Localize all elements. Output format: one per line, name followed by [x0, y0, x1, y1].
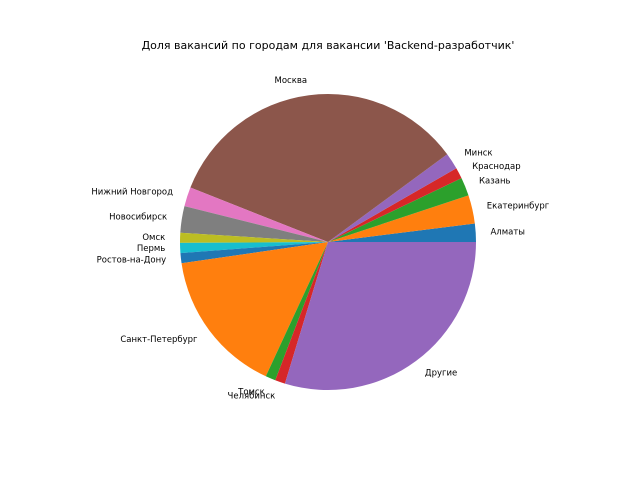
pie-label-ростов-на-дону: Ростов-на-Дону: [97, 255, 167, 265]
pie-label-омск: Омск: [142, 233, 165, 243]
pie-label-санкт-петербург: Санкт-Петербург: [120, 335, 198, 345]
pie-label-новосибирск: Новосибирск: [109, 213, 167, 223]
pie-slice-омск: [179, 232, 328, 243]
pie-slice-новосибирск: [180, 206, 328, 242]
pie-slice-пермь: [180, 242, 328, 254]
pie-slice-минск: [328, 154, 457, 242]
pie-label-минск: Минск: [464, 149, 492, 159]
pie-slice-ростов-на-дону: [180, 242, 328, 264]
pie-slice-челябинск: [275, 242, 328, 384]
pie-label-екатеринбург: Екатеринбург: [487, 201, 550, 211]
pie-label-алматы: Алматы: [490, 227, 525, 237]
pie-slice-москва: [190, 93, 448, 243]
pie-labels: Алматы Екатеринбург Казань Краснодар Минск Мо…: [91, 76, 549, 401]
pie-slice-краснодар: [328, 168, 462, 242]
pie-slice-алматы: [328, 223, 476, 242]
pie-label-краснодар: Краснодар: [472, 162, 521, 172]
pie-slice-нижний-новгород: [184, 187, 328, 242]
pie-slice-томск: [265, 242, 328, 381]
pie-label-пермь: Пермь: [137, 244, 165, 254]
pie-slice-казань: [328, 178, 469, 242]
pie-label-москва: Москва: [275, 76, 308, 86]
pie-slice-санкт-петербург: [181, 242, 328, 377]
pie-label-нижний-новгород: Нижний Новгород: [91, 188, 173, 198]
pie-label-челябинск: Челябинск: [228, 392, 276, 402]
chart-title: Доля вакансий по городам для вакансии 'B…: [142, 39, 515, 52]
pie-slice-екатеринбург: [328, 195, 475, 242]
pie-label-томск: Томск: [237, 388, 265, 398]
pie-slice-другие: [284, 242, 476, 390]
pie-label-казань: Казань: [479, 177, 511, 187]
pie-label-другие: Другие: [425, 368, 457, 378]
pie-slices: [179, 93, 476, 390]
